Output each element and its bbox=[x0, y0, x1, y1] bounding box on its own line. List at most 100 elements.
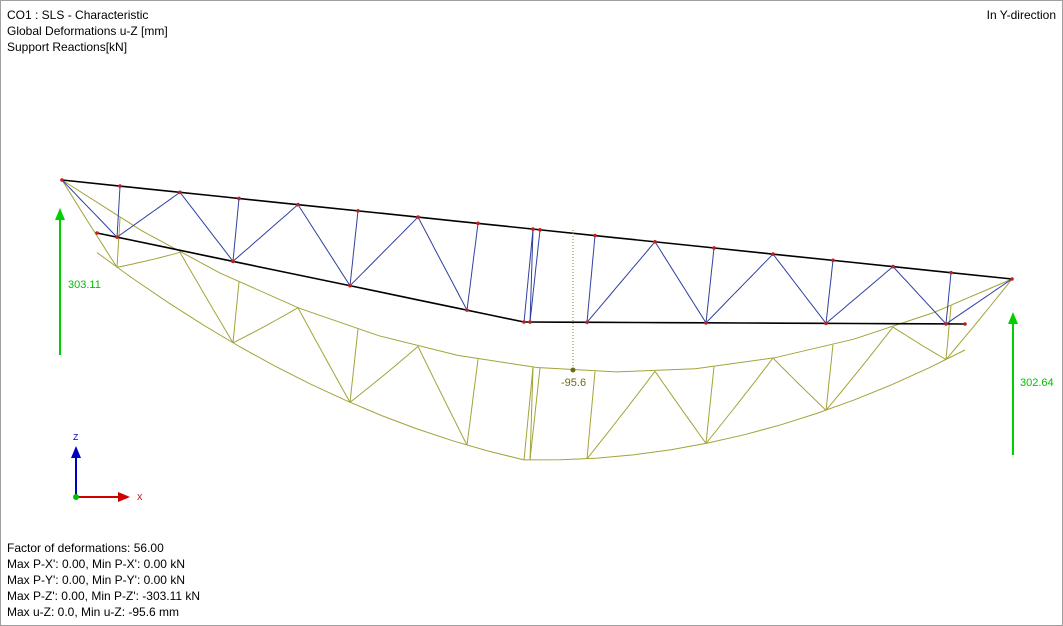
node bbox=[231, 259, 235, 264]
header-line: Global Deformations u-Z [mm] bbox=[7, 24, 168, 38]
deformed-vertical bbox=[529, 367, 541, 461]
deformed-diagonal bbox=[297, 307, 351, 403]
deformed-vertical bbox=[349, 329, 359, 403]
deformed-vertical bbox=[116, 217, 121, 268]
deformed-diagonal bbox=[654, 371, 707, 444]
diagonal bbox=[179, 191, 234, 262]
deformed-vertical bbox=[586, 371, 596, 459]
node bbox=[531, 227, 535, 231]
diagonal bbox=[772, 253, 827, 324]
top-chord bbox=[61, 179, 1013, 280]
header-line: Support Reactions[kN] bbox=[7, 40, 127, 54]
diagonal bbox=[349, 216, 419, 287]
deformed-diagonal bbox=[825, 326, 894, 411]
vertical bbox=[705, 247, 715, 323]
deformed-diagonal bbox=[179, 252, 234, 344]
max-deformation-label: -95.6 bbox=[561, 377, 586, 389]
diagonal bbox=[529, 229, 534, 323]
nodes bbox=[60, 178, 1014, 326]
node bbox=[237, 196, 241, 201]
node bbox=[771, 252, 775, 256]
node bbox=[585, 320, 589, 325]
diagonal bbox=[586, 241, 656, 323]
node bbox=[528, 320, 532, 324]
footer-line: Max P-Z': 0.00, Min P-Z': -303.11 kN bbox=[7, 589, 200, 603]
node bbox=[348, 283, 352, 288]
vertical bbox=[523, 229, 534, 323]
vertical bbox=[116, 185, 121, 238]
deformed-top-chord bbox=[61, 179, 1013, 373]
deformed-diagonal bbox=[945, 278, 1013, 360]
deformed-diagonal bbox=[529, 367, 534, 461]
vertical bbox=[825, 260, 834, 324]
deformed-vertical bbox=[232, 282, 240, 343]
max-deformation-point bbox=[570, 367, 576, 373]
node bbox=[465, 308, 469, 312]
node bbox=[653, 239, 657, 244]
deformed-diagonal bbox=[232, 307, 299, 344]
node bbox=[891, 264, 895, 269]
deformed-diagonal bbox=[892, 326, 947, 361]
footer-line: Factor of deformations: 56.00 bbox=[7, 541, 164, 555]
node bbox=[416, 215, 420, 219]
diagonal bbox=[417, 216, 468, 311]
deformed-diagonal bbox=[116, 251, 181, 268]
node bbox=[115, 235, 119, 239]
node bbox=[944, 322, 948, 326]
arrow-head bbox=[118, 492, 130, 502]
bottom-chord bbox=[523, 321, 966, 325]
deformed-vertical bbox=[945, 305, 952, 360]
vertical bbox=[466, 223, 479, 311]
truss bbox=[61, 179, 1013, 325]
node bbox=[178, 190, 182, 195]
footer-line: Max P-X': 0.00, Min P-X': 0.00 kN bbox=[7, 557, 185, 571]
vertical bbox=[945, 272, 952, 324]
deformed-diagonal bbox=[61, 179, 118, 268]
node bbox=[60, 178, 64, 182]
deformed-diagonal bbox=[772, 357, 827, 411]
diagonal bbox=[232, 204, 299, 262]
deformed-diagonal bbox=[705, 357, 774, 444]
reaction-label: 302.64 bbox=[1020, 377, 1054, 389]
diagonal bbox=[61, 179, 118, 238]
bottom-chord bbox=[96, 232, 525, 323]
diagonal bbox=[705, 253, 774, 324]
deformed-diagonal bbox=[349, 346, 419, 403]
node bbox=[831, 258, 835, 263]
node bbox=[704, 321, 708, 325]
diagonal bbox=[945, 278, 1013, 325]
diagonal bbox=[297, 204, 351, 286]
node bbox=[118, 184, 122, 188]
vertical bbox=[586, 235, 596, 323]
node bbox=[824, 321, 828, 326]
node bbox=[356, 209, 360, 213]
node bbox=[1010, 277, 1014, 281]
node bbox=[476, 221, 480, 226]
node bbox=[949, 270, 953, 275]
axis-origin bbox=[73, 494, 79, 500]
axis-label: X bbox=[137, 493, 143, 503]
deformed-vertical bbox=[705, 366, 715, 444]
vertical bbox=[349, 210, 359, 286]
deformed-bottom-chord bbox=[523, 349, 966, 461]
deformed-diagonal bbox=[586, 370, 656, 460]
vertical bbox=[529, 229, 541, 323]
deformed-vertical bbox=[466, 359, 479, 446]
diagonal bbox=[825, 266, 894, 324]
node bbox=[963, 322, 967, 326]
node bbox=[522, 320, 526, 324]
diagonal bbox=[654, 241, 707, 324]
node bbox=[593, 233, 597, 238]
arrow-head bbox=[71, 446, 81, 458]
arrow-head bbox=[1008, 312, 1018, 324]
header-line: CO1 : SLS - Characteristic bbox=[7, 8, 148, 22]
deformed-truss bbox=[61, 179, 1013, 461]
node bbox=[95, 231, 99, 235]
deformed-vertical bbox=[523, 367, 534, 460]
diagonal bbox=[116, 191, 181, 238]
vertical bbox=[232, 198, 240, 262]
reaction-label: 303.11 bbox=[68, 279, 101, 291]
